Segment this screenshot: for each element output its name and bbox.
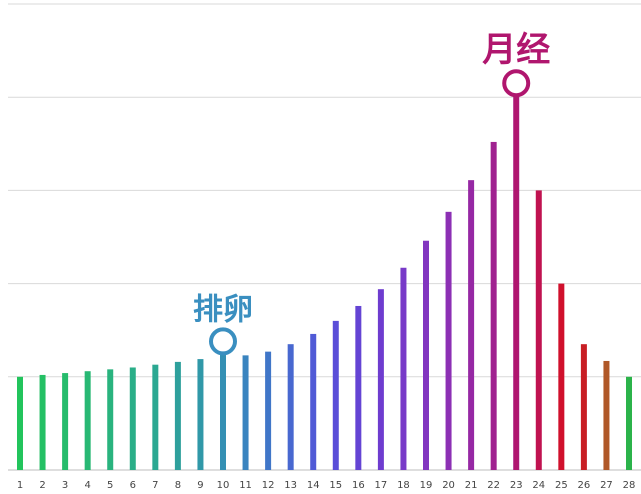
bar-1 (17, 376, 23, 470)
x-tick-label: 5 (107, 480, 113, 491)
x-tick-label: 3 (62, 480, 68, 491)
annotation-label: 月经 (482, 30, 550, 70)
bar-13 (287, 344, 294, 470)
grid-lines (8, 3, 641, 471)
bar-7 (152, 364, 159, 470)
annotation-label: 排卵 (193, 292, 253, 327)
x-tick-label: 14 (307, 480, 320, 491)
bar-18 (400, 267, 407, 470)
bar-17 (377, 289, 384, 470)
x-tick-label: 9 (197, 480, 203, 491)
x-tick-label: 24 (532, 480, 545, 491)
x-tick-label: 27 (600, 480, 613, 491)
x-tick-label: 10 (217, 480, 230, 491)
bar-10 (220, 341, 226, 470)
marker-circle (209, 327, 237, 356)
bar-5 (107, 369, 114, 470)
bar-series (17, 83, 632, 470)
bar-8 (174, 361, 181, 470)
x-tick-label: 20 (442, 480, 455, 491)
bar-2 (39, 374, 46, 470)
x-tick-label: 11 (239, 480, 252, 491)
bar-20 (445, 211, 452, 470)
bar-3 (62, 373, 69, 470)
x-tick-label: 6 (130, 480, 136, 491)
annotations: 排卵 月经 (193, 30, 550, 470)
bar-4 (84, 371, 91, 470)
x-tick-label: 21 (465, 480, 478, 491)
bar-19 (423, 240, 429, 470)
x-tick-label: 2 (39, 480, 45, 491)
x-tick-label: 17 (375, 480, 388, 491)
x-tick-label: 22 (487, 480, 500, 491)
x-tick-label: 13 (284, 480, 297, 491)
bar-6 (129, 367, 136, 470)
bar-26 (580, 344, 587, 470)
marker-circle (502, 69, 531, 98)
bar-15 (332, 320, 339, 470)
x-tick-label: 7 (152, 480, 158, 491)
bar-9 (197, 359, 204, 470)
x-tick-label: 19 (420, 480, 433, 491)
bar-11 (242, 355, 249, 470)
bar-14 (310, 333, 317, 470)
bar-16 (355, 305, 362, 470)
x-tick-label: 12 (262, 480, 275, 491)
x-tick-label: 16 (352, 480, 365, 491)
x-tick-label: 23 (510, 480, 523, 491)
x-tick-label: 18 (397, 480, 410, 491)
bar-24 (535, 190, 542, 470)
x-tick-label: 4 (84, 480, 90, 491)
x-tick-label: 26 (578, 480, 591, 491)
bar-25 (558, 283, 565, 470)
bar-22 (490, 141, 497, 470)
bar-12 (265, 351, 272, 470)
bar-28 (626, 376, 632, 470)
x-tick-label: 15 (329, 480, 342, 491)
x-tick-label: 25 (555, 480, 568, 491)
x-tick-labels: 1 2 3 4 5 6 7 8 9 10 11 12 13 14 15 16 17 18 19 20 21 22 23 24 2… (17, 480, 636, 491)
bar-21 (468, 180, 475, 470)
bar-27 (603, 360, 610, 470)
x-tick-label: 1 (17, 480, 23, 491)
x-tick-label: 28 (623, 480, 636, 491)
x-tick-label: 8 (175, 480, 181, 491)
